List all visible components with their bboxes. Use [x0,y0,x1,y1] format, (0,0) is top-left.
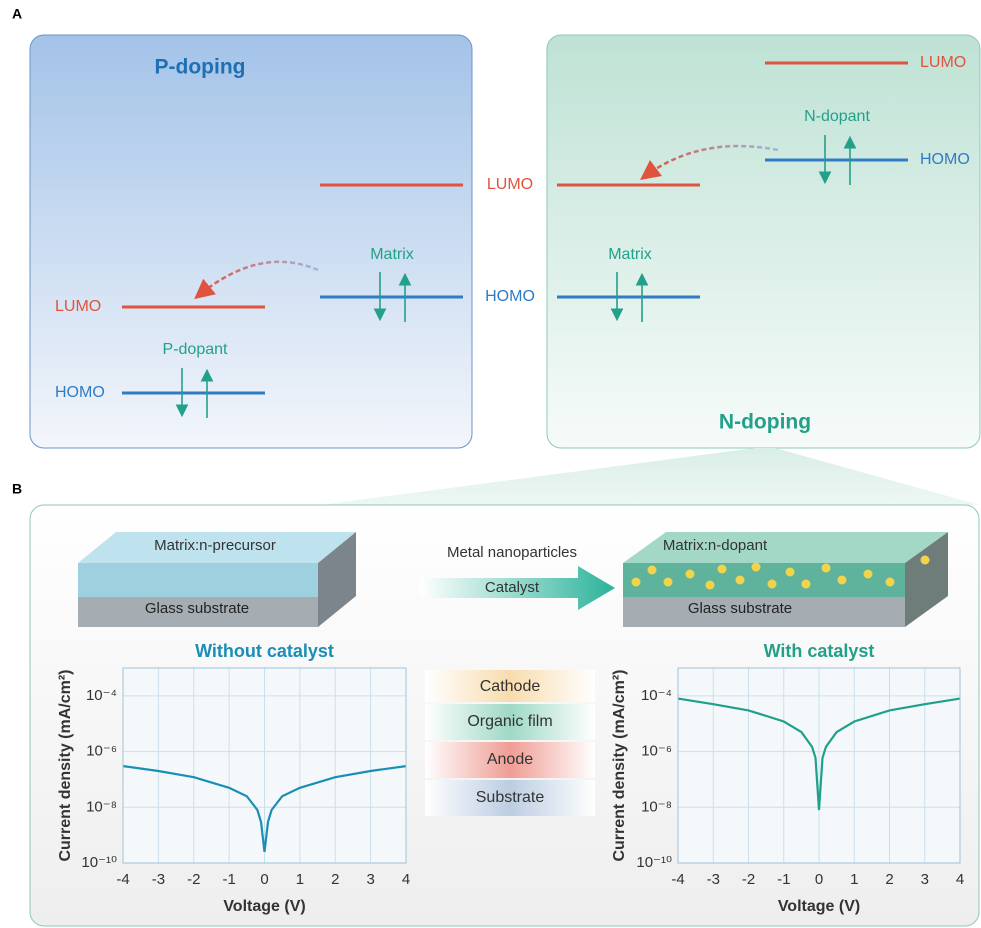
y-tick-label: 10⁻⁸ [641,798,672,815]
level-label: HOMO [485,288,535,305]
device-stack: Cathode Organic film Anode Substrate [425,670,595,816]
x-tick-label: -1 [777,871,790,888]
x-tick-label: 2 [885,871,893,888]
layer-label: Substrate [476,789,545,806]
zoom-funnel [320,448,980,505]
y-tick-label: 10⁻¹⁰ [636,854,672,871]
material-label: N-dopant [804,108,870,125]
y-axis-label: Current density (mA/cm²) [57,669,74,861]
level-label: LUMO [487,176,533,193]
p-doping-title: P-doping [155,56,246,79]
substrate-label: Glass substrate [145,600,249,617]
chart-title: With catalyst [764,641,875,661]
x-tick-label: 2 [331,871,339,888]
material-label: P-dopant [163,341,228,358]
x-tick-label: -4 [116,871,129,888]
panel-label: A [12,6,22,22]
level-label: HOMO [55,384,105,401]
y-tick-label: 10⁻⁴ [86,687,117,704]
film-label: Matrix:n-dopant [663,537,768,554]
x-tick-label: 4 [402,871,410,888]
film-label: Matrix:n-precursor [154,537,276,554]
n-doping-box [547,35,980,448]
level-label: LUMO [920,54,966,71]
x-tick-label: 3 [366,871,374,888]
film-front [78,563,318,597]
material-label: Matrix [608,246,652,263]
level-label: LUMO [55,298,101,315]
y-axis-label: Current density (mA/cm²) [611,669,628,861]
x-axis-label: Voltage (V) [778,898,860,915]
arrow-label: Catalyst [485,579,540,596]
x-tick-label: -2 [742,871,755,888]
x-tick-label: 0 [815,871,823,888]
x-tick-label: -3 [707,871,720,888]
x-tick-label: -2 [187,871,200,888]
x-tick-label: 1 [850,871,858,888]
x-tick-label: 4 [956,871,964,888]
y-tick-label: 10⁻⁶ [641,743,672,760]
slab-before: Matrix:n-precursor Glass substrate [78,532,356,627]
x-tick-label: -3 [152,871,165,888]
y-tick-label: 10⁻¹⁰ [81,854,117,871]
x-tick-label: -4 [671,871,684,888]
y-tick-label: 10⁻⁶ [86,743,117,760]
figure: A P-doping N-doping LUMO HOMO LUMO HOMO … [0,0,981,928]
n-doping-title: N-doping [719,411,811,434]
material-label: Matrix [370,246,414,263]
x-tick-label: 3 [921,871,929,888]
x-tick-label: 1 [296,871,304,888]
layer-label: Cathode [480,678,541,695]
layer-label: Organic film [467,713,552,730]
panel-label: B [12,481,22,497]
y-tick-label: 10⁻⁸ [86,798,117,815]
x-axis-label: Voltage (V) [223,898,305,915]
x-tick-label: -1 [222,871,235,888]
x-tick-label: 0 [260,871,268,888]
y-tick-label: 10⁻⁴ [641,687,672,704]
layer-label: Anode [487,751,533,768]
process-label: Metal nanoparticles [447,544,577,561]
chart-title: Without catalyst [195,641,334,661]
slab-after: Matrix:n-dopant Glass substrate [623,532,948,627]
substrate-label: Glass substrate [688,600,792,617]
level-label: HOMO [920,151,970,168]
